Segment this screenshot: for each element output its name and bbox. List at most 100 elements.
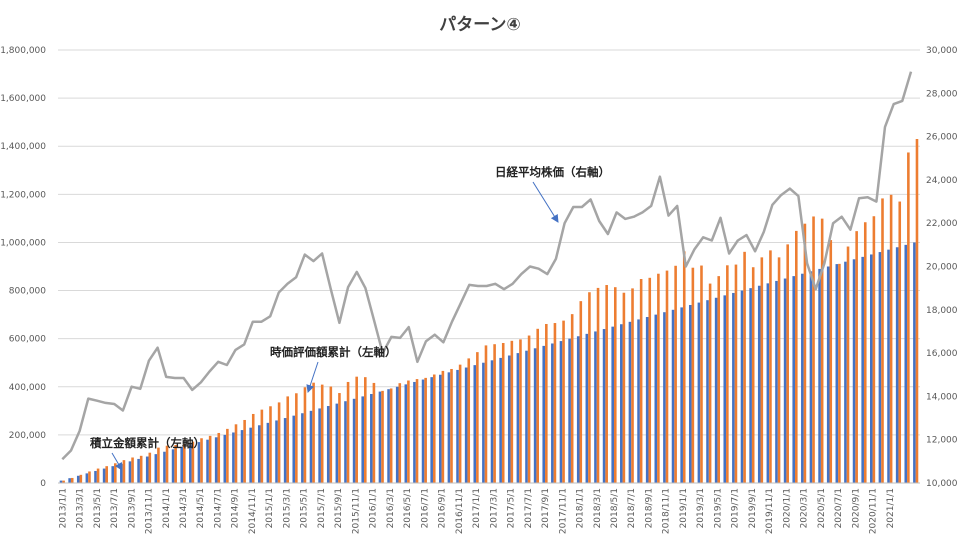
market-value-bar — [286, 396, 290, 483]
x-tick-label: 2014/1/1 — [162, 488, 172, 528]
right-y-tick-label: 16,000 — [926, 349, 958, 359]
market-value-bar — [795, 230, 798, 483]
market-value-bar — [269, 406, 272, 483]
x-tick-label: 2015/3/1 — [282, 488, 292, 528]
market-value-bar — [915, 139, 919, 483]
cumulative-investment-bar — [439, 374, 442, 483]
x-tick-label: 2016/3/1 — [386, 488, 396, 528]
cumulative-investment-bar — [171, 449, 175, 483]
x-tick-label: 2018/11/1 — [662, 488, 672, 534]
x-tick-label: 2018/7/1 — [627, 488, 637, 528]
market-value-bar — [536, 328, 539, 483]
market-value-bar — [562, 320, 565, 483]
cumulative-investment-bar — [430, 377, 433, 483]
annotation-arrow-cumulative-investment — [111, 452, 123, 471]
market-value-bar — [527, 335, 531, 483]
x-tick-label: 2020/5/1 — [817, 488, 827, 528]
market-value-bar — [277, 402, 281, 483]
cumulative-investment-bar — [844, 261, 847, 483]
left-y-tick-label: 800,000 — [9, 287, 46, 297]
cumulative-investment-bar — [464, 367, 468, 483]
cumulative-investment-bar — [447, 372, 451, 483]
cumulative-investment-bar — [913, 242, 916, 483]
cumulative-investment-bar — [499, 357, 502, 483]
cumulative-investment-bar — [766, 283, 770, 483]
x-tick-label: 2015/9/1 — [334, 488, 344, 528]
x-tick-label: 2017/5/1 — [507, 488, 517, 528]
x-tick-label: 2019/1/1 — [679, 488, 689, 528]
left-y-tick-label: 200,000 — [9, 431, 46, 441]
market-value-bar — [708, 283, 712, 483]
left-y-tick-label: 1,600,000 — [0, 94, 46, 104]
cumulative-investment-bar — [576, 336, 580, 483]
cumulative-investment-bar — [490, 360, 494, 483]
cumulative-investment-bar — [145, 456, 149, 483]
cumulative-investment-bar — [602, 329, 606, 483]
cumulative-investment-bar — [826, 266, 830, 483]
cumulative-investment-bar — [801, 273, 804, 483]
nikkei-line — [61, 71, 913, 461]
market-value-bar — [682, 251, 686, 483]
cumulative-investment-bar — [749, 288, 752, 483]
market-value-bar — [881, 198, 884, 483]
cumulative-investment-bar — [706, 300, 709, 483]
left-y-tick-label: 1,400,000 — [0, 142, 46, 152]
market-value-bar — [829, 240, 833, 483]
cumulative-investment-bar — [292, 415, 296, 483]
cumulative-investment-bar — [878, 252, 882, 483]
x-tick-label: 2016/11/1 — [455, 488, 465, 534]
market-value-bar — [432, 374, 436, 483]
x-tick-label: 2018/1/1 — [576, 488, 586, 528]
market-value-bar — [743, 251, 746, 483]
x-tick-label: 2015/5/1 — [300, 488, 310, 528]
cumulative-investment-bar — [85, 473, 89, 483]
cumulative-investment-bar — [533, 348, 537, 483]
market-value-bar — [545, 323, 548, 483]
cumulative-investment-bar — [352, 398, 356, 483]
cumulative-investment-bar — [301, 413, 304, 483]
right-y-tick-label: 10,000 — [926, 479, 958, 489]
cumulative-investment-bar — [559, 341, 563, 483]
cumulative-investment-bar — [378, 391, 382, 483]
market-value-bar — [889, 194, 893, 483]
x-tick-label: 2017/7/1 — [524, 488, 534, 528]
cumulative-investment-bar — [861, 256, 864, 483]
x-tick-label: 2020/7/1 — [834, 488, 844, 528]
cumulative-investment-bar — [887, 249, 890, 483]
annotation-arrow-nikkei — [532, 181, 559, 223]
cumulative-investment-bar — [663, 312, 666, 483]
market-value-bar — [519, 339, 522, 483]
cumulative-investment-bar — [404, 384, 408, 483]
right-y-tick-label: 14,000 — [926, 392, 958, 402]
cumulative-investment-bar — [232, 432, 235, 483]
cumulative-investment-bar — [852, 259, 856, 483]
market-value-bar — [157, 447, 160, 483]
cumulative-investment-bar — [585, 333, 589, 483]
cumulative-investment-bar — [335, 403, 339, 483]
market-value-bar — [467, 358, 471, 483]
right-y-axis: 10,000 12,000 14,000 16,000 18,000 20,000 22,0… — [926, 46, 958, 489]
market-value-bar — [295, 393, 298, 483]
market-value-bar — [148, 452, 152, 483]
left-y-tick-label: 1,000,000 — [0, 238, 46, 248]
x-tick-label: 2013/9/1 — [127, 488, 137, 528]
market-value-bar — [355, 376, 358, 483]
market-value-bar — [96, 468, 100, 483]
cumulative-investment-bar — [197, 442, 201, 483]
cumulative-investment-bar — [732, 292, 735, 483]
bar-series — [59, 139, 919, 484]
x-tick-label: 2018/9/1 — [644, 488, 654, 528]
cumulative-investment-bar — [223, 434, 227, 483]
market-value-bar — [364, 377, 367, 483]
x-tick-label: 2015/1/1 — [265, 488, 275, 528]
x-tick-label: 2017/1/1 — [472, 488, 482, 528]
cumulative-investment-bar — [180, 446, 183, 483]
market-value-bar — [622, 292, 626, 483]
cumulative-investment-bar — [611, 326, 614, 483]
cumulative-investment-bar — [326, 406, 330, 483]
market-value-bar — [510, 340, 514, 483]
market-value-bar — [338, 393, 341, 483]
market-value-bar — [691, 267, 695, 483]
x-tick-label: 2020/11/1 — [869, 488, 879, 534]
market-value-bar — [734, 264, 738, 483]
